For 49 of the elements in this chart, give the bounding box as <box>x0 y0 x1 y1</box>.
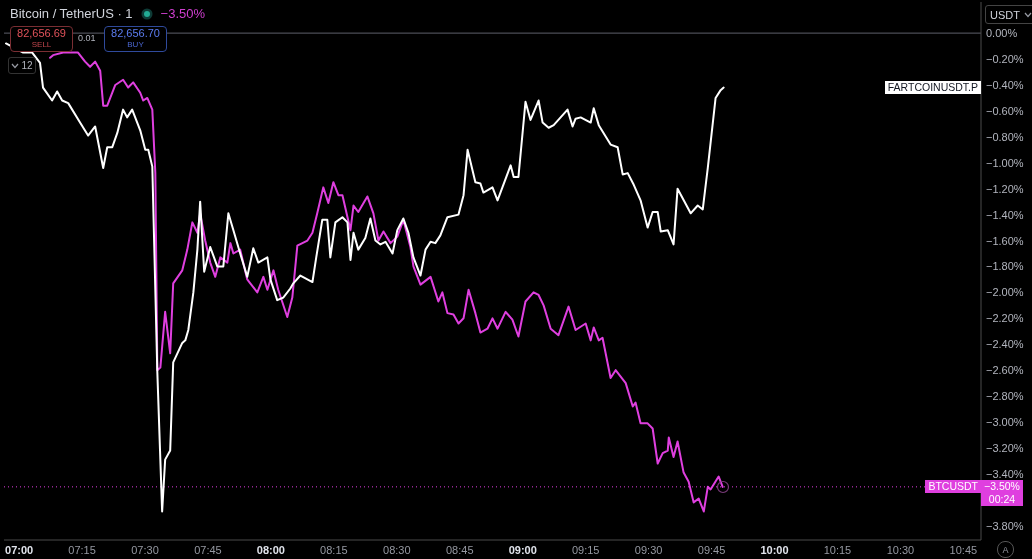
y-tick-label: −3.80% <box>986 519 1024 532</box>
y-tick-label: 0.00% <box>986 27 1018 40</box>
x-tick-label: 08:00 <box>256 544 285 556</box>
x-tick-label: 08:30 <box>383 544 411 556</box>
y-tick-label: −3.20% <box>986 441 1024 454</box>
x-tick-label: 10:15 <box>823 544 852 556</box>
y-tick-label: −2.80% <box>986 390 1024 403</box>
text: A <box>1002 544 1009 555</box>
x-tick-label: 10:45 <box>949 544 978 556</box>
annotation: 82,656.70 <box>111 27 160 39</box>
x-tick-label: 09:15 <box>571 544 600 556</box>
annotation: SELL <box>31 39 52 50</box>
y-tick-label: −1.20% <box>986 182 1024 195</box>
y-tick-label: −3.00% <box>986 416 1024 429</box>
text: 00:24 <box>988 492 1016 505</box>
x-tick-label: 08:45 <box>446 544 474 556</box>
y-tick-label: −2.20% <box>986 312 1024 325</box>
x-tick-label: 07:30 <box>131 544 159 556</box>
y-tick-label: −1.80% <box>986 260 1024 273</box>
x-tick-label: 09:30 <box>634 544 663 556</box>
x-tick-label: 07:15 <box>68 544 96 556</box>
ref-line-label: −3.50% <box>984 479 1020 492</box>
x-tick-label: 08:15 <box>320 544 348 556</box>
y-tick-label: −1.40% <box>986 208 1024 221</box>
y-tick-label: −2.40% <box>986 338 1024 351</box>
y-tick-label: −2.00% <box>986 286 1024 299</box>
chart-title: Bitcoin / TetherUS · 1 <box>10 6 133 21</box>
y-tick-label: −0.80% <box>986 130 1024 143</box>
y-tick-label: −0.40% <box>986 78 1024 91</box>
x-tick-label: 10:30 <box>886 544 915 556</box>
x-tick-label: 07:00 <box>5 544 34 556</box>
y-tick-label: −1.00% <box>986 156 1024 169</box>
x-tick-label: 09:45 <box>697 544 726 556</box>
y-tick-label: −1.60% <box>986 234 1024 247</box>
annotation: 12 <box>21 60 33 71</box>
text: USDT <box>990 8 1020 21</box>
x-tick-label: 07:45 <box>194 544 222 556</box>
x-tick-label: 09:00 <box>508 544 537 556</box>
y-tick-label: −0.20% <box>986 53 1024 66</box>
annotation: BUY <box>127 39 144 50</box>
y-tick-label: −3.40% <box>986 467 1024 480</box>
y-tick-label: −0.60% <box>986 104 1024 117</box>
annotation: 82,656.69 <box>17 27 66 39</box>
annotation: −3.50% <box>160 6 206 21</box>
legend-label: BTCUSDT <box>928 479 978 492</box>
annotation: 0.01 <box>78 33 96 43</box>
y-tick-label: −2.60% <box>986 364 1024 377</box>
text: FARTCOINUSDT.P <box>887 80 978 93</box>
x-tick-label: 10:00 <box>760 544 789 556</box>
